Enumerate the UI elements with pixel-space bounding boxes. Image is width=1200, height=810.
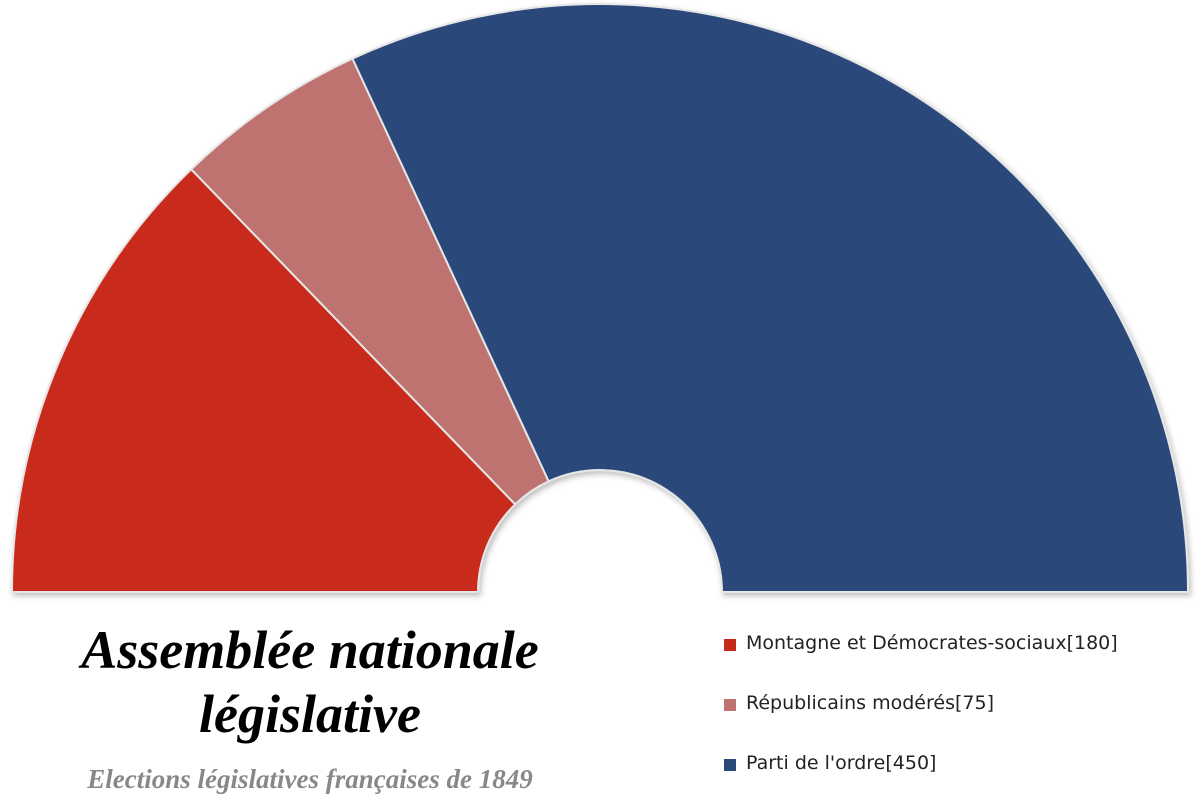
slices <box>10 3 1190 593</box>
seat-slice <box>189 57 550 506</box>
legend-swatch <box>724 759 736 771</box>
legend-item: Montagne et Démocrates-sociaux [180] <box>724 632 1118 692</box>
legend-value: [180] <box>1066 632 1118 654</box>
chart-subtitle: Elections législatives françaises de 184… <box>87 764 533 794</box>
seat-slice <box>351 3 1190 593</box>
seat-slice <box>10 167 517 593</box>
legend-value: [75] <box>954 692 994 714</box>
legend-label: Républicains modérés <box>746 692 955 714</box>
legend-item: Républicains modérés [75] <box>724 692 1118 752</box>
legend-swatch <box>724 639 736 651</box>
legend-value: [450] <box>885 752 937 774</box>
legend-item: Parti de l'ordre [450] <box>724 752 1118 810</box>
chart-title: Assemblée nationale législative <box>81 620 539 744</box>
legend-label: Montagne et Démocrates-sociaux <box>746 632 1067 654</box>
legend-swatch <box>724 699 736 711</box>
legend: Montagne et Démocrates-sociaux [180] Répu… <box>724 632 1118 810</box>
legend-label: Parti de l'ordre <box>746 752 886 774</box>
